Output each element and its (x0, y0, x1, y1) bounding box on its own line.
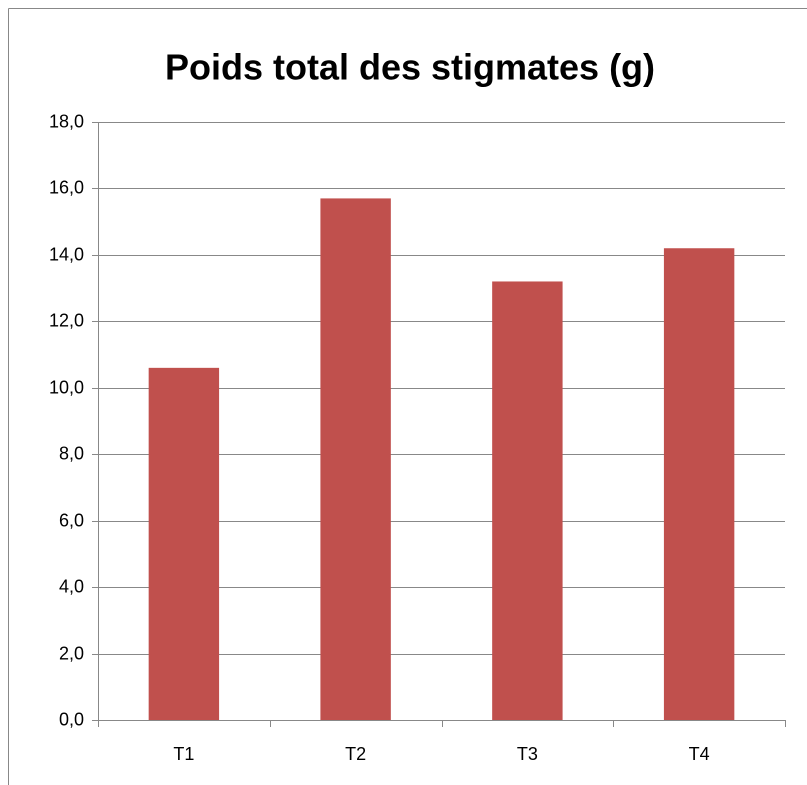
y-tick-label: 4,0 (59, 576, 84, 596)
x-tick-label: T3 (517, 744, 538, 764)
y-tick-label: 12,0 (49, 310, 84, 330)
y-tick-label: 0,0 (59, 709, 84, 729)
bar (148, 367, 220, 720)
bar (320, 198, 391, 720)
y-tick-label: 18,0 (49, 111, 84, 131)
y-tick-label: 6,0 (59, 510, 84, 530)
chart-title: Poids total des stigmates (g) (165, 47, 655, 88)
x-tick-label: T2 (345, 744, 366, 764)
bar (663, 248, 735, 720)
y-tick-label: 14,0 (49, 244, 84, 264)
y-tick-label: 8,0 (59, 443, 84, 463)
y-tick-label: 16,0 (49, 177, 84, 197)
x-tick-label: T4 (689, 744, 710, 764)
y-tick-label: 10,0 (49, 377, 84, 397)
x-tick-label: T1 (173, 744, 194, 764)
bar (492, 281, 563, 720)
y-tick-label: 2,0 (59, 643, 84, 663)
